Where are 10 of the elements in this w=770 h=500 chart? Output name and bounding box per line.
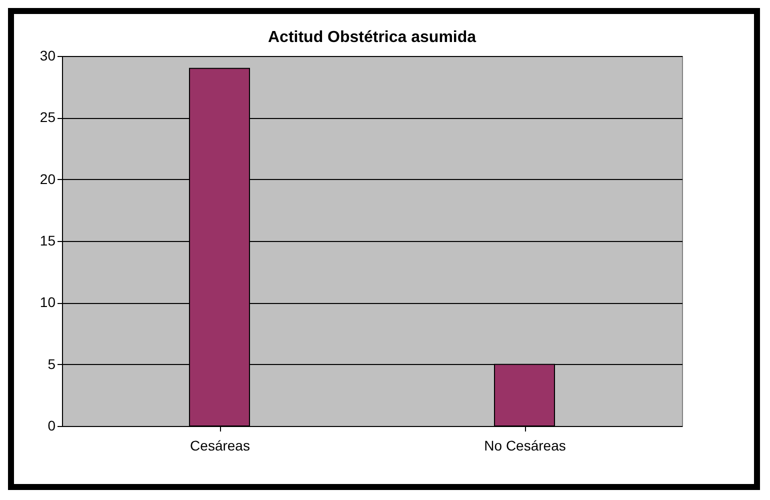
y-tick-label: 20: [40, 170, 56, 187]
y-tick-label: 15: [40, 232, 56, 248]
chart-title: Actitud Obstétrica asumida: [268, 29, 476, 46]
x-tick-label: Cesáreas: [190, 438, 250, 454]
x-tick-label: No Cesáreas: [484, 438, 566, 454]
y-tick-label: 25: [40, 109, 56, 126]
y-tick-label: 30: [40, 48, 56, 64]
y-tick-label: 0: [48, 418, 56, 434]
y-tick-label: 5: [48, 356, 56, 372]
y-tick-label: 10: [40, 294, 56, 310]
